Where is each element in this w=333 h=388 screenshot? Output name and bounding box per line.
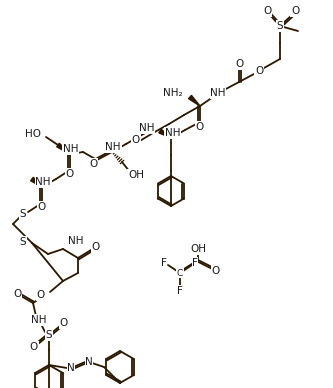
Text: NH: NH bbox=[210, 88, 226, 98]
Text: S: S bbox=[20, 237, 26, 247]
Text: O: O bbox=[132, 135, 140, 145]
Text: S: S bbox=[277, 21, 283, 31]
Text: O: O bbox=[196, 122, 204, 132]
Text: NH: NH bbox=[36, 177, 51, 187]
Text: OH: OH bbox=[128, 170, 144, 180]
Text: O: O bbox=[30, 342, 38, 352]
Text: N: N bbox=[85, 357, 93, 367]
Text: O: O bbox=[38, 202, 46, 212]
Text: O: O bbox=[263, 6, 271, 16]
Text: F: F bbox=[192, 258, 198, 268]
Text: O: O bbox=[92, 242, 100, 252]
Text: N: N bbox=[67, 363, 75, 373]
Text: O: O bbox=[212, 266, 220, 276]
Polygon shape bbox=[188, 95, 200, 106]
Text: F: F bbox=[161, 258, 167, 268]
Text: O: O bbox=[37, 290, 45, 300]
Text: NH: NH bbox=[68, 236, 84, 246]
Text: O: O bbox=[89, 159, 97, 169]
Text: NH: NH bbox=[31, 315, 47, 325]
Text: O: O bbox=[66, 169, 74, 179]
Text: NH₂: NH₂ bbox=[164, 88, 183, 98]
Text: OH: OH bbox=[190, 244, 206, 254]
Text: HO: HO bbox=[25, 129, 41, 139]
Text: O: O bbox=[13, 289, 21, 299]
Text: NH: NH bbox=[63, 144, 78, 154]
Text: O: O bbox=[235, 59, 243, 69]
Text: O: O bbox=[60, 318, 68, 328]
Text: S: S bbox=[20, 209, 26, 219]
Polygon shape bbox=[57, 143, 70, 154]
Polygon shape bbox=[159, 129, 171, 138]
Text: O: O bbox=[291, 6, 299, 16]
Polygon shape bbox=[31, 177, 42, 187]
Text: S: S bbox=[46, 330, 52, 340]
Text: C: C bbox=[177, 268, 183, 277]
Text: F: F bbox=[177, 286, 183, 296]
Text: O: O bbox=[255, 66, 263, 76]
Text: NH: NH bbox=[139, 123, 154, 133]
Text: NH: NH bbox=[106, 142, 121, 152]
Text: NH: NH bbox=[165, 128, 180, 138]
